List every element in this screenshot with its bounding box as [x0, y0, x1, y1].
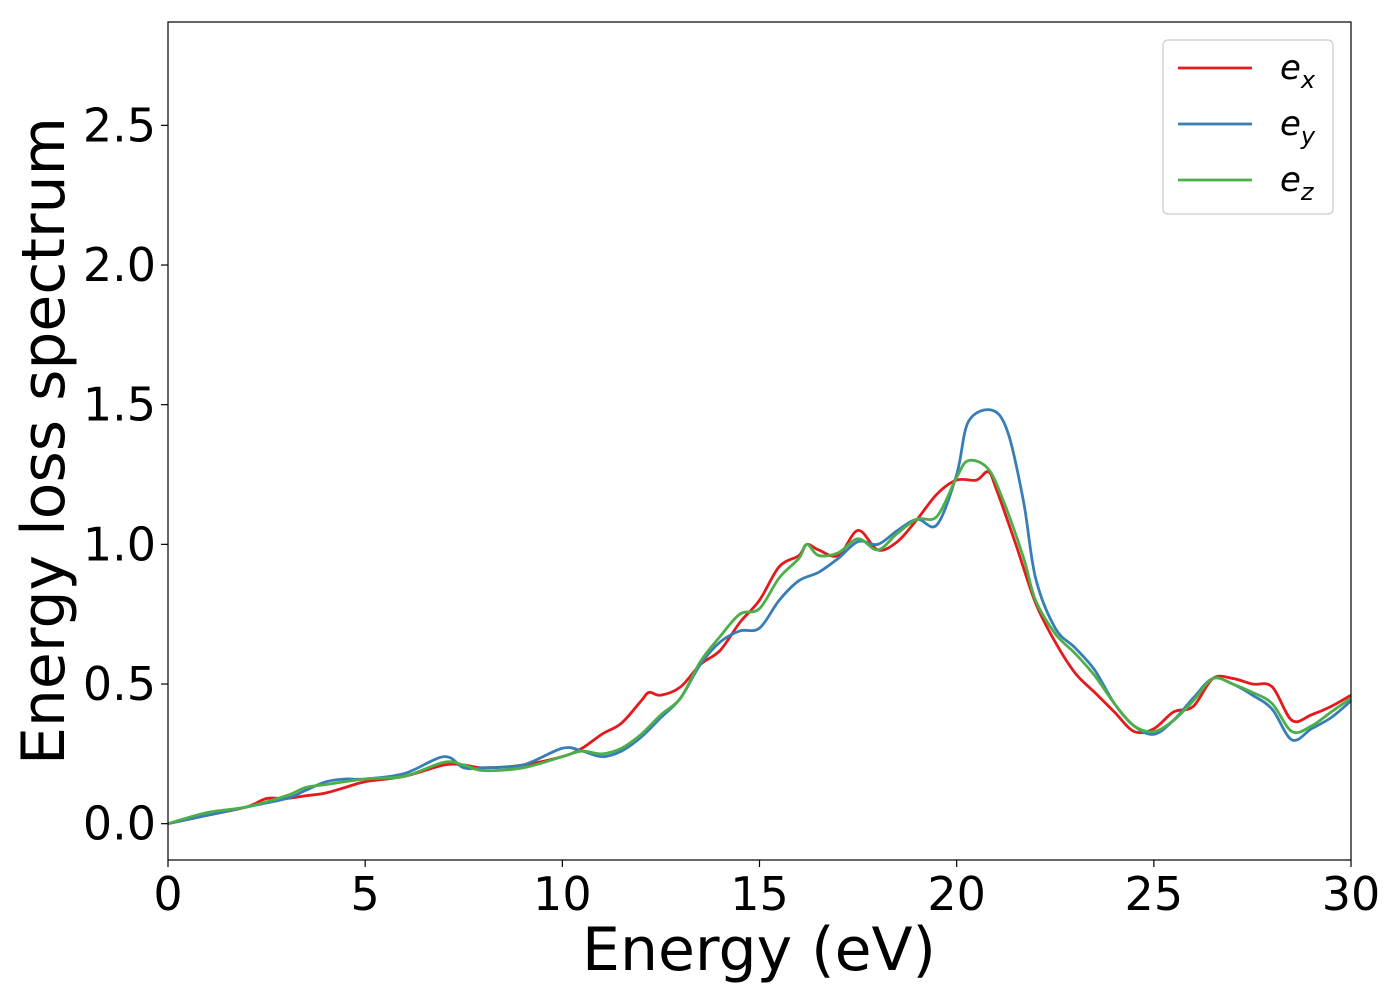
- y-tick-label: 0.0: [83, 797, 156, 851]
- x-tick-label: 0: [153, 867, 182, 921]
- x-tick-label: 25: [1125, 867, 1184, 921]
- y-tick-label: 0.5: [83, 657, 156, 711]
- legend-label-main: e: [1280, 160, 1301, 200]
- legend-label: ey: [1280, 104, 1316, 150]
- plot-background: [168, 22, 1351, 860]
- legend-label-sub: x: [1300, 66, 1316, 94]
- x-tick-label: 5: [351, 867, 380, 921]
- legend-label-sub: z: [1300, 178, 1315, 206]
- y-tick-label: 2.0: [83, 238, 156, 292]
- series-line-ez: [167, 458, 1352, 826]
- legend-label: ez: [1280, 160, 1315, 206]
- x-tick-label: 20: [927, 867, 986, 921]
- x-tick-label: 30: [1322, 867, 1381, 921]
- x-tick-label: 15: [730, 867, 789, 921]
- y-tick-label: 1.5: [83, 378, 156, 432]
- legend-label-main: e: [1280, 104, 1301, 144]
- x-axis-label: Energy (eV): [582, 915, 936, 985]
- x-tick-label: 10: [533, 867, 592, 921]
- y-tick-label: 2.5: [83, 98, 156, 152]
- legend-label: ex: [1280, 48, 1316, 94]
- y-tick-label: 1.0: [83, 517, 156, 571]
- y-axis-label: Energy loss spectrum: [9, 117, 79, 765]
- legend-label-sub: y: [1300, 122, 1316, 150]
- y-axis: 0.0 0.5 1.0 1.5 2.0 2.5: [83, 98, 168, 851]
- legend-label-main: e: [1280, 48, 1301, 88]
- series-layer: [167, 408, 1352, 826]
- legend-box: [1162, 39, 1334, 215]
- x-axis: 0 5 10 15 20 25 30: [153, 860, 1380, 921]
